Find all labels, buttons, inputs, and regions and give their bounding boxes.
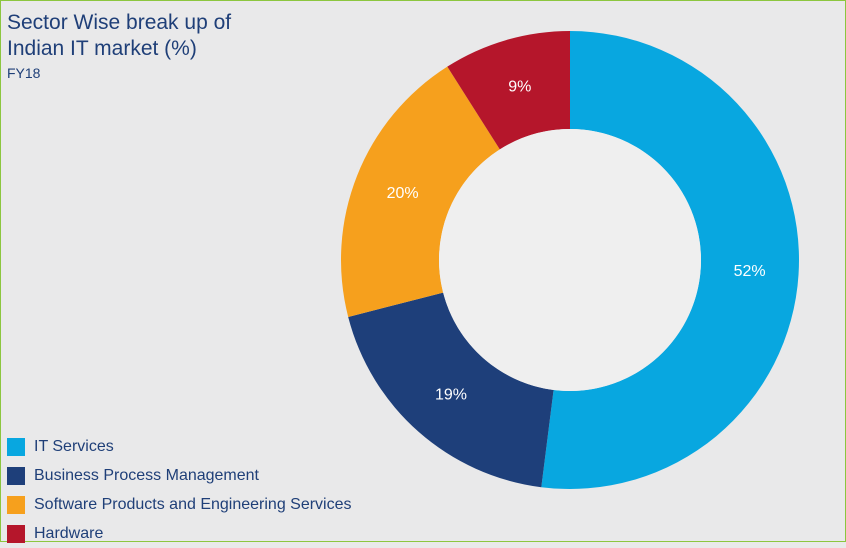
legend-item: Business Process Management: [7, 461, 352, 490]
legend-swatch: [7, 496, 25, 514]
legend: IT Services Business Process Management So…: [7, 432, 352, 548]
legend-label: Business Process Management: [34, 467, 259, 485]
legend-label: IT Services: [34, 438, 114, 456]
legend-swatch: [7, 467, 25, 485]
legend-item: Software Products and Engineering Servic…: [7, 490, 352, 519]
legend-swatch: [7, 438, 25, 456]
legend-swatch: [7, 525, 25, 543]
data-label: 19%: [435, 387, 467, 404]
legend-label: Software Products and Engineering Servic…: [34, 496, 352, 514]
data-label: 52%: [734, 263, 766, 280]
legend-item: Hardware: [7, 519, 352, 548]
donut-hole: [439, 129, 701, 391]
data-label: 20%: [387, 185, 419, 202]
legend-item: IT Services: [7, 432, 352, 461]
data-label: 9%: [508, 79, 531, 96]
legend-label: Hardware: [34, 525, 103, 543]
